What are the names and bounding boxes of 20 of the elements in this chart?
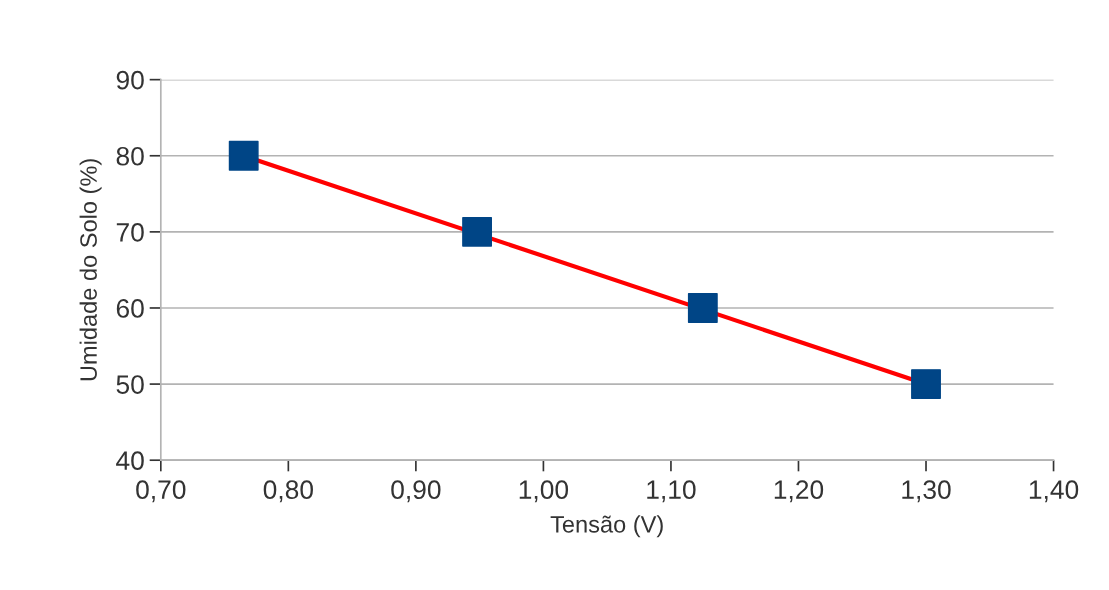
y-tick-label: 70 <box>116 223 144 242</box>
x-tick-label: 1,20 <box>774 480 824 503</box>
y-tick-label: 40 <box>116 451 144 471</box>
y-axis-title: Umidade do Solo (%) <box>79 159 102 381</box>
y-tick-label: 60 <box>116 299 144 318</box>
x-tick-label: 0,80 <box>263 480 313 503</box>
point <box>687 293 718 323</box>
x-tick-label: 1,00 <box>519 480 569 503</box>
point <box>462 216 493 247</box>
y-tick-label: 80 <box>116 146 144 166</box>
x-tick-label: 0,90 <box>391 480 441 503</box>
x-axis-title: Tensão (V) <box>550 515 663 538</box>
y-tick-label: 50 <box>116 375 144 394</box>
y-tick-label: 90 <box>116 70 144 90</box>
x-tick-label: 1,40 <box>1029 480 1079 503</box>
x-tick-label: 1,30 <box>902 480 951 503</box>
x-tick-label: 0,70 <box>136 480 186 503</box>
point <box>228 140 259 171</box>
x-tick-label: 1,10 <box>647 480 696 503</box>
point <box>911 369 941 400</box>
